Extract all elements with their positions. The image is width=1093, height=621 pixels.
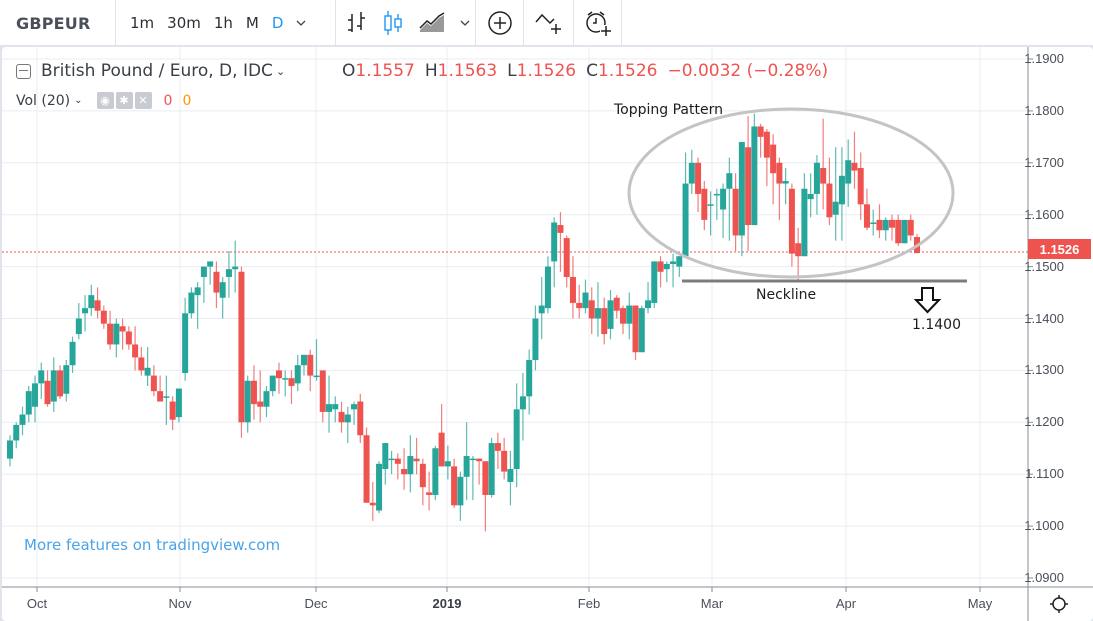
close-icon[interactable]: ✕ [134, 92, 152, 109]
high-value: H1.1563 [424, 61, 498, 81]
chart-settings-button[interactable] [1048, 593, 1070, 615]
plus-circle-icon [487, 11, 512, 35]
open-value: O1.1557 [342, 61, 415, 81]
topping-pattern-label[interactable]: Topping Pattern [614, 102, 723, 118]
volume-legend: Vol (20) ⌄ ◉ ✱ ✕ 0 0 [16, 92, 191, 109]
interval-1h[interactable]: 1h [213, 14, 233, 32]
compare-button[interactable] [524, 0, 574, 46]
candlestick-icon [384, 11, 402, 35]
price-tick-label: 1.1200 [1024, 414, 1064, 430]
time-tick-label: Nov [168, 596, 192, 611]
time-tick-label: 2019 [432, 596, 462, 611]
interval-1m[interactable]: 1m [130, 14, 155, 32]
price-tick-label: 1.1900 [1024, 51, 1064, 66]
area-chart-button[interactable] [418, 12, 446, 34]
price-tick-label: 1.1100 [1025, 466, 1064, 482]
interval-M[interactable]: M [245, 14, 259, 32]
time-tick-label: Mar [700, 596, 724, 611]
bar-chart-icon [348, 12, 365, 32]
price-tick-label: 1.1000 [1024, 518, 1064, 534]
change-value: −0.0032 (−0.28%) [667, 61, 829, 81]
collapse-legend-button[interactable] [16, 63, 31, 79]
time-tick-label: Oct [26, 596, 48, 611]
chart-pane[interactable]: British Pound / Euro, D, IDC ⌄ O1.1557 H… [2, 47, 1093, 621]
candlestick-button[interactable] [382, 9, 404, 37]
time-tick-label: Apr [835, 596, 857, 611]
alert-button[interactable] [574, 0, 622, 46]
candlestick-series [7, 113, 920, 532]
last-price-label: 1.1526 [1028, 239, 1091, 259]
chevron-down-icon [460, 20, 470, 26]
price-tick-label: 1.0900 [1024, 570, 1064, 585]
bar-chart-button[interactable] [346, 10, 368, 36]
topping-pattern-ellipse [627, 107, 955, 279]
visibility-eye-icon[interactable]: ◉ [96, 92, 114, 109]
neckline-label[interactable]: Neckline [756, 287, 817, 303]
price-tick-label: 1.1500 [1024, 258, 1064, 274]
time-axis-ticks [36, 587, 981, 592]
tradingview-link[interactable]: More features on tradingview.com [24, 536, 281, 554]
low-value: L1.1526 [507, 61, 577, 81]
time-tick-label: May [967, 596, 993, 611]
gear-icon[interactable]: ✱ [115, 92, 133, 109]
price-tick-label: 1.1800 [1024, 102, 1064, 118]
ohlc-values: O1.1557 H1.1563 L1.1526 C1.1526 −0.0032 … [342, 61, 828, 81]
price-tick-label: 1.1400 [1024, 310, 1064, 326]
interval-30m[interactable]: 30m [167, 14, 201, 32]
volume-value: 0 [163, 92, 173, 109]
price-chart[interactable] [2, 47, 1093, 621]
chart-style-selector [336, 0, 476, 46]
compare-add-icon [534, 13, 561, 34]
symbol-search-button[interactable]: GBPEUR [0, 0, 116, 46]
interval-D[interactable]: D [271, 14, 284, 32]
style-dropdown-button[interactable] [460, 19, 470, 27]
chevron-down-icon [296, 20, 306, 26]
interval-selector: 1m 30m 1h M D [116, 0, 336, 46]
chevron-down-icon[interactable]: ⌄ [275, 64, 286, 78]
series-legend: British Pound / Euro, D, IDC ⌄ [16, 61, 285, 81]
area-chart-icon [419, 12, 445, 32]
indicators-button[interactable] [476, 0, 524, 46]
price-tick-label: 1.1700 [1024, 154, 1064, 170]
time-tick-label: Dec [304, 596, 328, 611]
volume-title[interactable]: Vol (20) [16, 92, 71, 109]
interval-dropdown-button[interactable] [296, 19, 306, 27]
sun-settings-icon [1050, 595, 1068, 613]
volume-ma-value: 0 [182, 92, 192, 109]
chevron-down-icon[interactable]: ⌄ [74, 95, 83, 106]
price-tick-label: 1.1300 [1024, 362, 1064, 378]
close-value: C1.1526 [586, 61, 658, 81]
target-label[interactable]: 1.1400 [912, 317, 961, 333]
top-toolbar: GBPEUR 1m 30m 1h M D [0, 0, 1093, 46]
grid-lines [2, 47, 1028, 587]
down-arrow-icon [913, 287, 942, 314]
time-tick-label: Feb [577, 596, 601, 611]
series-title[interactable]: British Pound / Euro, D, IDC [41, 61, 273, 81]
price-tick-label: 1.1600 [1024, 206, 1064, 222]
alarm-add-icon [585, 11, 612, 37]
price-axis-ticks [1028, 58, 1033, 579]
